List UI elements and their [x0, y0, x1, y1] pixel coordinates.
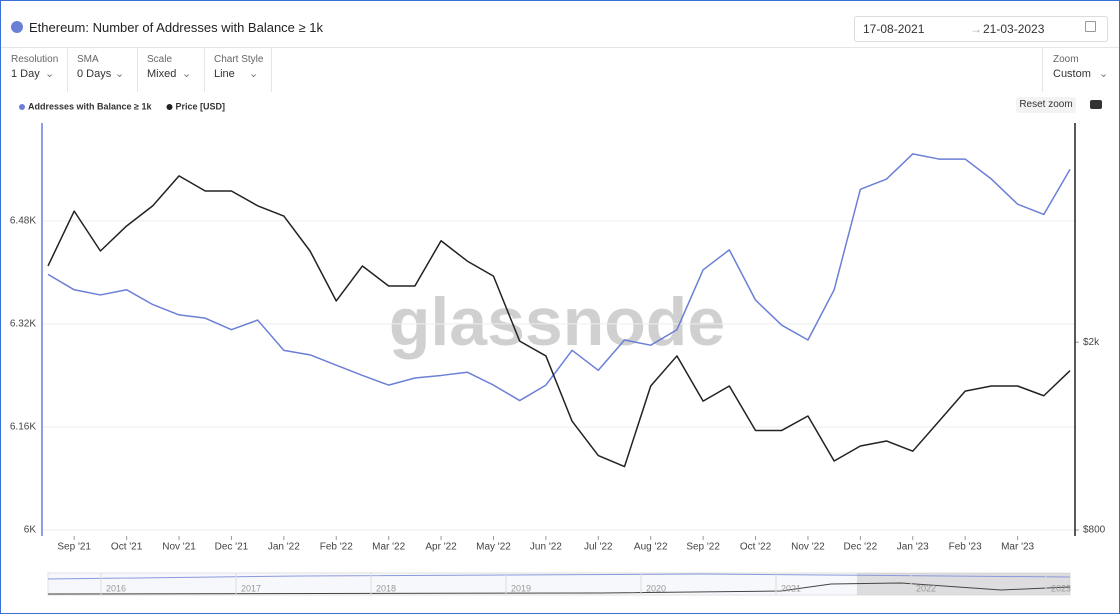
x-tick-label: Jun '22: [530, 542, 562, 553]
y-tick-label: 6.16K: [10, 422, 36, 433]
y-tick-label: 6.48K: [10, 216, 36, 227]
title: Ethereum: Number of Addresses with Balan…: [29, 20, 323, 35]
control-value[interactable]: Custom: [1053, 68, 1091, 80]
watermark: glassnode: [389, 284, 725, 360]
y-tick-label: 6.32K: [10, 319, 36, 330]
date-range[interactable]: 17-08-2021 → 21-03-2023: [854, 16, 1108, 42]
x-tick-label: Sep '21: [57, 542, 91, 553]
control-value: Line: [214, 68, 235, 80]
x-tick-label: Apr '22: [425, 542, 457, 553]
control[interactable]: Resolution 1 Day ⌄: [1, 48, 68, 92]
navigator-year: 2022: [916, 583, 936, 593]
camera-icon[interactable]: [1090, 100, 1102, 109]
navigator-year: 2017: [241, 583, 261, 593]
caret: ⌄: [182, 68, 192, 80]
navigator-year: 2021: [781, 583, 801, 593]
navigator-line: [47, 573, 1071, 580]
eth-icon: [11, 21, 23, 33]
y-tick-label: 6K: [24, 525, 37, 536]
legend-marker: [166, 104, 173, 110]
control-label: Zoom: [1053, 54, 1079, 65]
calendar-icon[interactable]: [1085, 21, 1096, 32]
control[interactable]: Scale Mixed ⌄: [137, 48, 205, 92]
navigator-year: 2018: [376, 583, 396, 593]
caret: ⌄: [45, 68, 55, 80]
x-tick-label: Nov '22: [791, 542, 825, 553]
x-tick-label: Aug '22: [634, 542, 668, 553]
navigator-year: 2023: [1051, 583, 1071, 593]
header: [1, 1, 1119, 48]
x-tick-label: Sep '22: [686, 542, 720, 553]
legend-marker: [19, 104, 25, 110]
x-tick-label: Nov '21: [162, 542, 196, 553]
navigator-year: 2016: [106, 583, 126, 593]
control-label: Resolution: [11, 54, 59, 65]
caret: ⌄: [115, 68, 125, 80]
y2-tick-label: $800: [1083, 525, 1106, 536]
control-value: 1 Day: [11, 68, 40, 80]
x-tick-label: Dec '22: [844, 542, 878, 553]
x-tick-label: May '22: [476, 542, 511, 553]
x-tick-label: Jan '23: [897, 542, 929, 553]
caret: ⌄: [1099, 68, 1109, 80]
x-tick-label: Feb '22: [320, 542, 353, 553]
series-line: [47, 175, 1071, 468]
control[interactable]: SMA 0 Days ⌄: [67, 48, 138, 92]
control-label: SMA: [77, 54, 99, 65]
control-label: Chart Style: [214, 54, 264, 65]
x-tick-label: Oct '21: [111, 542, 143, 553]
reset-zoom[interactable]: Reset zoom: [1016, 97, 1076, 113]
x-tick-label: Mar '22: [372, 542, 405, 553]
zoom-control[interactable]: Zoom Custom ⌄: [1042, 48, 1119, 92]
separator: →: [970, 22, 982, 36]
navigator-year: 2019: [511, 583, 531, 593]
x-tick-label: Dec '21: [215, 542, 249, 553]
x-tick-label: Oct '22: [740, 542, 772, 553]
series-line: [47, 153, 1071, 402]
x-tick-label: Feb '23: [949, 542, 982, 553]
date-to[interactable]: 21-03-2023: [983, 22, 1045, 36]
control[interactable]: Chart Style Line ⌄: [204, 48, 272, 92]
control-value: Mixed: [147, 68, 177, 80]
legend-label: Addresses with Balance ≥ 1k: [28, 101, 152, 111]
navigator-year: 2020: [646, 583, 666, 593]
x-tick-label: Jul '22: [584, 542, 613, 553]
control-value: 0 Days: [77, 68, 112, 80]
x-tick-label: Mar '23: [1001, 542, 1034, 553]
legend-label: Price [USD]: [176, 101, 226, 111]
date-from[interactable]: 17-08-2021: [863, 22, 925, 36]
caret: ⌄: [249, 68, 259, 80]
x-tick-label: Jan '22: [268, 542, 300, 553]
navigator-line: [47, 582, 1071, 595]
control-label: Scale: [147, 54, 173, 65]
y2-tick-label: $2k: [1083, 337, 1100, 348]
